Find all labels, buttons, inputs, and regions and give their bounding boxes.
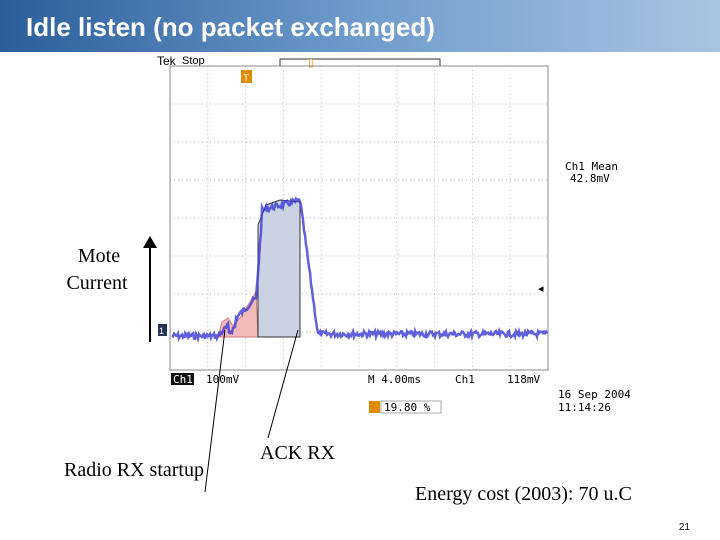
y-label-line2: Current bbox=[66, 272, 128, 294]
scope-top-bar bbox=[155, 53, 635, 71]
radio-startup-label: Radio RX startup bbox=[64, 459, 204, 481]
trigger-level: 118mV bbox=[507, 373, 540, 386]
energy-label: Energy cost (2003): 70 u.C bbox=[415, 483, 632, 505]
y-arrow-head bbox=[143, 236, 157, 248]
header-band bbox=[0, 0, 720, 52]
trigger-flag bbox=[241, 70, 252, 83]
ch1-ground-flag-label: 1 bbox=[159, 326, 164, 336]
trigger-position: 19.80 % bbox=[384, 401, 431, 414]
waveform bbox=[171, 196, 549, 344]
time: 11:14:26 bbox=[558, 401, 611, 414]
measure-label: Ch1 Mean bbox=[565, 160, 618, 173]
record-bracket bbox=[279, 58, 441, 66]
measure-value: 42.8mV bbox=[570, 172, 610, 185]
ack-area bbox=[257, 199, 301, 338]
page-number: 21 bbox=[679, 522, 691, 533]
date: 16 Sep 2004 bbox=[558, 388, 631, 401]
scope-brand: Tek bbox=[157, 54, 177, 68]
slide-title: Idle listen (no packet exchanged) bbox=[26, 12, 435, 42]
time-div: M 4.00ms bbox=[368, 373, 421, 386]
graticule-frame bbox=[169, 65, 549, 371]
radio-startup-pointer bbox=[204, 329, 226, 493]
ack-label: ACK RX bbox=[260, 442, 336, 464]
graticule bbox=[170, 66, 548, 370]
trigger-level-arrow: ◂ bbox=[538, 283, 544, 295]
channel: Ch1 bbox=[173, 373, 193, 386]
trigger-pos-flag bbox=[369, 401, 380, 413]
channel-box bbox=[171, 373, 194, 385]
scope-status: Stop bbox=[182, 55, 205, 67]
trigger-channel: Ch1 bbox=[455, 373, 475, 386]
trigger-marker: ▯ bbox=[308, 57, 314, 69]
ack-pointer bbox=[267, 329, 299, 439]
ch1-ground-flag bbox=[158, 324, 167, 336]
trigger-pos-box bbox=[380, 400, 442, 414]
volts-div: 100mV bbox=[206, 373, 239, 386]
y-label-line1: Mote bbox=[78, 245, 120, 267]
